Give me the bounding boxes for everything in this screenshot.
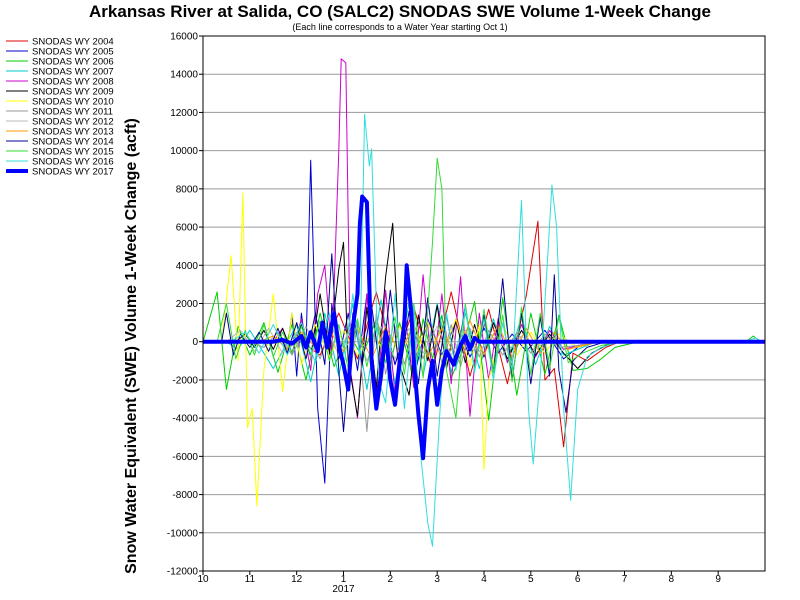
x-tick-label: 11: [245, 574, 256, 585]
y-tick-label: -6000: [172, 452, 198, 463]
y-axis: -12000 -10000 -8000 -6000 -4000 -2000 0 2000 400…: [167, 32, 203, 578]
y-tick-label: 8000: [176, 184, 199, 195]
x-tick-label: 12: [291, 574, 303, 585]
series-layer: [202, 58, 766, 547]
chart-subtitle: (Each line corresponds to a Water Year s…: [292, 22, 507, 32]
legend-label: SNODAS WY 2016: [32, 157, 114, 168]
y-tick-label: 14000: [170, 70, 198, 81]
x-tick-label: 9: [715, 574, 721, 585]
series-line-snodas-wy-2015: [203, 157, 765, 419]
x-tick-label: 3: [434, 574, 440, 585]
x-tick-label: 6: [575, 574, 581, 585]
grid-lines: [203, 35, 765, 572]
legend-label: SNODAS WY 2007: [32, 67, 114, 78]
x-tick-label: 1: [341, 574, 347, 585]
y-tick-label: 12000: [170, 108, 198, 119]
y-tick-label: 10000: [170, 146, 198, 157]
y-axis-label: Snow Water Equivalent (SWE) Volume 1-Wee…: [123, 118, 140, 574]
chart-title: Arkansas River at Salida, CO (SALC2) SNO…: [89, 2, 711, 21]
legend-label: SNODAS WY 2013: [32, 127, 114, 138]
x-tick-label: 10: [197, 574, 209, 585]
series-line-snodas-wy-2016: [203, 113, 766, 547]
legend-label: SNODAS WY 2017: [32, 167, 114, 178]
legend-label: SNODAS WY 2009: [32, 87, 114, 98]
x-tick-label: 7: [622, 574, 628, 585]
legend-label: SNODAS WY 2008: [32, 77, 114, 88]
x-tick-label: 5: [528, 574, 534, 585]
x-tick-label: 4: [481, 574, 487, 585]
x-tick-label: 2: [388, 574, 394, 585]
y-tick-label: -8000: [172, 490, 198, 501]
legend-label: SNODAS WY 2006: [32, 57, 114, 68]
y-tick-label: 2000: [176, 299, 199, 310]
series-line-snodas-wy-2017: [203, 194, 765, 461]
series-line-snodas-wy-2004: [203, 220, 765, 448]
legend-label: SNODAS WY 2012: [32, 117, 114, 128]
y-tick-label: -4000: [172, 414, 198, 425]
x-tick-label: 8: [669, 574, 675, 585]
series-line-snodas-wy-2011: [203, 312, 765, 432]
legend-label: SNODAS WY 2004: [32, 37, 114, 48]
legend-label: SNODAS WY 2011: [32, 107, 113, 118]
y-tick-label: 0: [192, 337, 198, 348]
legend-label: SNODAS WY 2010: [32, 97, 114, 108]
y-tick-label: 6000: [176, 223, 199, 234]
legend-label: SNODAS WY 2005: [32, 47, 114, 58]
y-tick-label: -2000: [172, 375, 198, 386]
y-tick-label: 4000: [176, 261, 199, 272]
legend-label: SNODAS WY 2014: [32, 137, 114, 148]
legend-label: SNODAS WY 2015: [32, 147, 114, 158]
y-tick-label: -12000: [167, 567, 199, 578]
x-year-label: 2017: [332, 584, 355, 595]
y-tick-label: 16000: [170, 32, 198, 43]
y-tick-label: -10000: [167, 528, 199, 539]
